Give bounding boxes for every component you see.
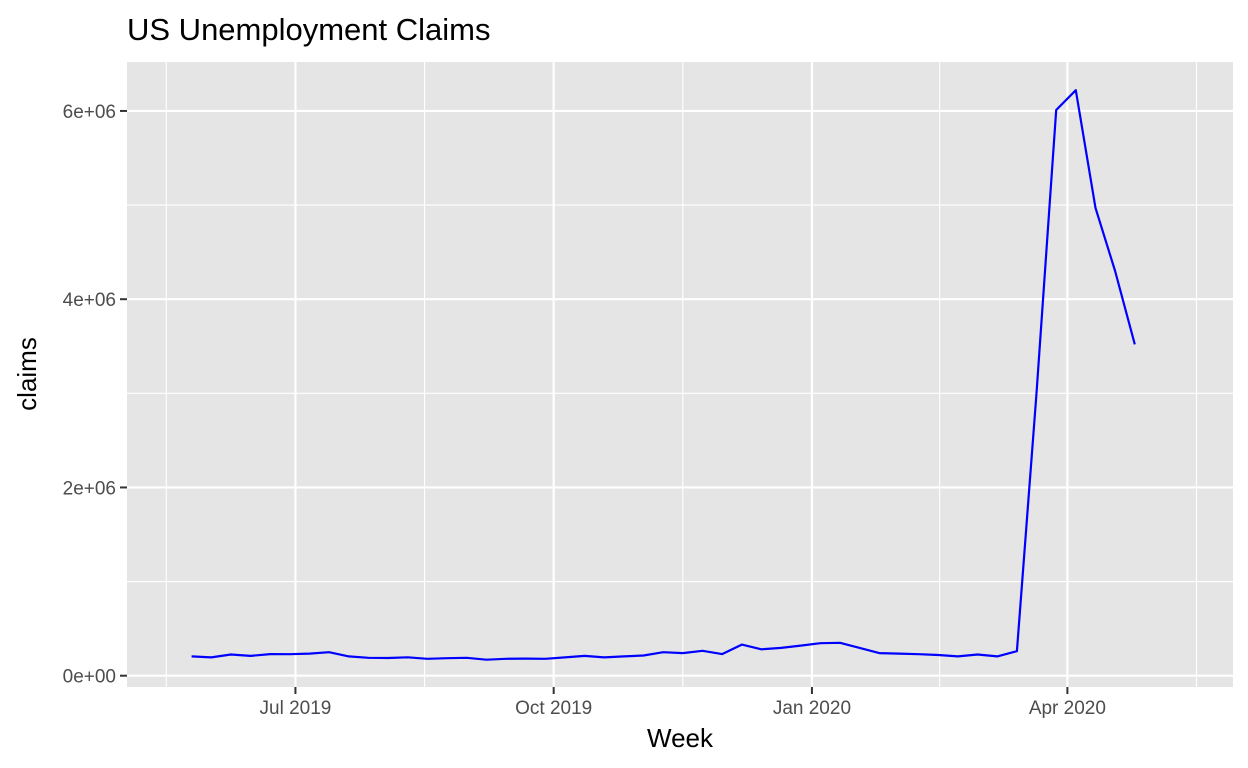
y-tick-label: 4e+06 bbox=[63, 290, 116, 311]
x-tick-label: Apr 2020 bbox=[1029, 698, 1106, 719]
y-tick-label: 0e+00 bbox=[63, 667, 116, 688]
major-gridlines bbox=[127, 62, 1233, 687]
minor-gridlines bbox=[127, 62, 1233, 687]
x-axis: Jul 2019 Oct 2019 Jan 2020 Apr 2020 bbox=[260, 687, 1106, 719]
y-axis: 0e+00 2e+06 4e+06 6e+06 bbox=[63, 102, 127, 688]
x-tick-label: Oct 2019 bbox=[515, 698, 592, 719]
y-axis-title: claims bbox=[12, 337, 42, 411]
y-tick-label: 2e+06 bbox=[63, 478, 116, 499]
series-layer bbox=[191, 89, 1136, 661]
series-line bbox=[191, 89, 1136, 661]
y-tick-label: 6e+06 bbox=[63, 102, 116, 123]
chart-title: US Unemployment Claims bbox=[127, 12, 491, 47]
x-tick-label: Jan 2020 bbox=[773, 698, 851, 719]
x-tick-label: Jul 2019 bbox=[260, 698, 332, 719]
x-axis-title: Week bbox=[647, 723, 714, 753]
plot-panel bbox=[127, 62, 1233, 687]
